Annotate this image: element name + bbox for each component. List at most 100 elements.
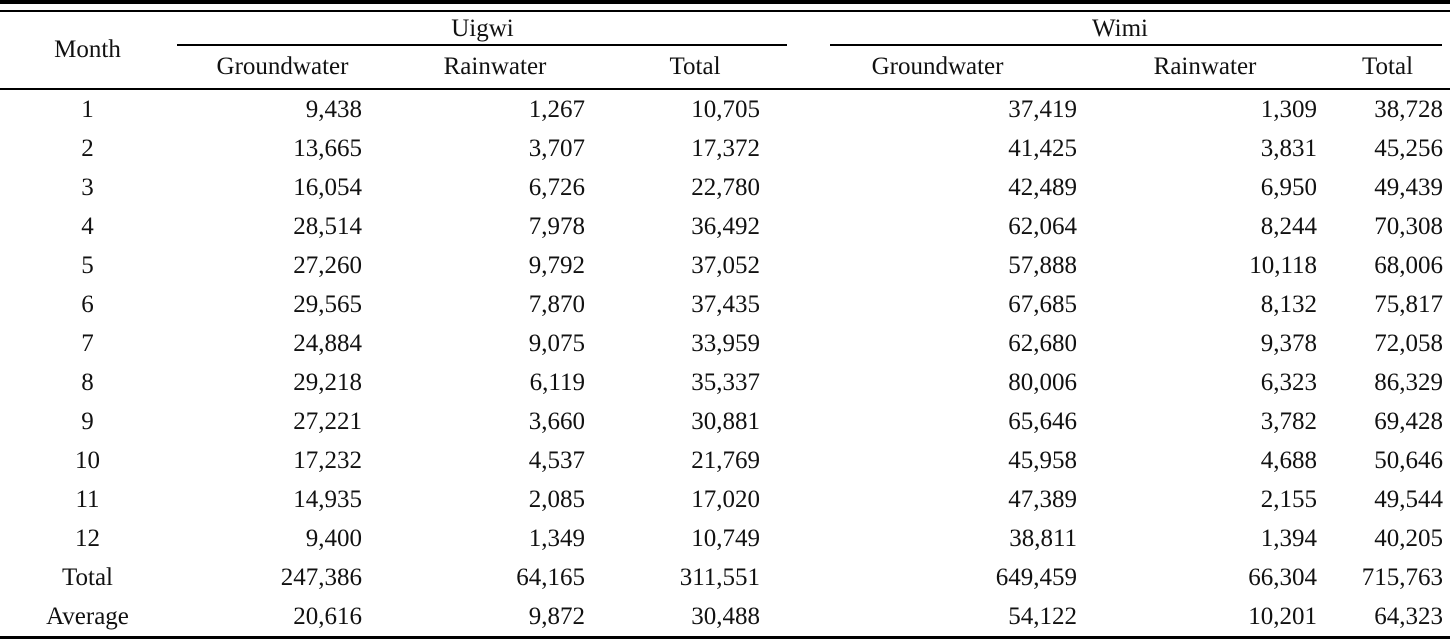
uigwi-rainwater-cell: 6,119 bbox=[529, 368, 585, 396]
wimi-group-label: Wimi bbox=[1092, 15, 1148, 42]
uigwi-groundwater-cell: 20,616 bbox=[293, 602, 362, 630]
uigwi-groundwater-cell: 29,218 bbox=[293, 368, 362, 396]
wimi-total-cell: 69,428 bbox=[1374, 407, 1444, 435]
month-cell: 2 bbox=[81, 134, 94, 162]
uigwi-total-header: Total bbox=[600, 46, 791, 90]
wimi-rainwater-cell: 2,155 bbox=[1260, 485, 1318, 513]
month-cell: 9 bbox=[81, 407, 94, 435]
uigwi-groundwater-cell: 17,232 bbox=[293, 446, 362, 474]
wimi-total-cell: 64,323 bbox=[1374, 602, 1444, 630]
wimi-rainwater-cell: 10,118 bbox=[1249, 251, 1318, 279]
uigwi-total-cell: 311,551 bbox=[679, 563, 761, 591]
wimi-total-header: Total bbox=[1325, 46, 1450, 90]
wimi-groundwater-cell: 62,064 bbox=[1008, 212, 1078, 240]
wimi-groundwater-cell: 38,811 bbox=[1009, 524, 1078, 552]
uigwi-groundwater-cell: 28,514 bbox=[293, 212, 362, 240]
wimi-rainwater-cell: 3,831 bbox=[1260, 134, 1318, 162]
wimi-groundwater-cell: 47,389 bbox=[1008, 485, 1078, 513]
wimi-rainwater-cell: 10,201 bbox=[1248, 602, 1318, 630]
uigwi-total-cell: 35,337 bbox=[691, 368, 761, 396]
wimi-rainwater-cell: 1,309 bbox=[1260, 95, 1318, 123]
uigwi-groundwater-cell: 27,221 bbox=[293, 407, 362, 435]
wimi-rainwater-cell: 1,394 bbox=[1260, 524, 1318, 552]
uigwi-groundwater-cell: 9,400 bbox=[305, 524, 362, 552]
month-cell: 8 bbox=[81, 368, 94, 396]
wimi-groundwater-cell: 37,419 bbox=[1008, 95, 1078, 123]
wimi-groundwater-cell: 57,888 bbox=[1008, 251, 1078, 279]
table-row: Average 20,616 9,872 30,488 54,122 10,20… bbox=[0, 597, 1450, 638]
table-top-rule-outer bbox=[0, 0, 1450, 4]
table-row: 2 13,665 3,707 17,372 41,425 3,831 45,25… bbox=[0, 129, 1450, 168]
wimi-rainwater-cell: 3,782 bbox=[1260, 407, 1318, 435]
wimi-total-cell: 50,646 bbox=[1374, 446, 1444, 474]
uigwi-total-cell: 30,881 bbox=[691, 407, 761, 435]
table-row: 4 28,514 7,978 36,492 62,064 8,244 70,30… bbox=[0, 207, 1450, 246]
table-row: 5 27,260 9,792 37,052 57,888 10,118 68,0… bbox=[0, 246, 1450, 285]
wimi-total-cell: 49,544 bbox=[1374, 485, 1444, 513]
wimi-total-cell: 70,308 bbox=[1374, 212, 1444, 240]
uigwi-group-header: Uigwi bbox=[175, 12, 790, 46]
table-row: 3 16,054 6,726 22,780 42,489 6,950 49,43… bbox=[0, 168, 1450, 207]
month-cell: 12 bbox=[75, 524, 100, 552]
uigwi-group-label: Uigwi bbox=[451, 15, 514, 42]
month-cell: 11 bbox=[75, 485, 100, 513]
uigwi-groundwater-cell: 27,260 bbox=[293, 251, 362, 279]
table-top-rule-inner bbox=[0, 10, 1450, 12]
wimi-total-cell: 72,058 bbox=[1374, 329, 1444, 357]
wimi-total-cell: 75,817 bbox=[1374, 290, 1444, 318]
wimi-total-cell: 45,256 bbox=[1374, 134, 1444, 162]
month-cell: 7 bbox=[81, 329, 94, 357]
month-cell: 4 bbox=[81, 212, 94, 240]
table-row: 1 9,438 1,267 10,705 37,419 1,309 38,728 bbox=[0, 89, 1450, 129]
uigwi-rainwater-header: Rainwater bbox=[390, 46, 600, 90]
wimi-rainwater-header: Rainwater bbox=[1085, 46, 1326, 90]
month-cell: Average bbox=[46, 602, 129, 630]
wimi-groundwater-cell: 42,489 bbox=[1008, 173, 1078, 201]
uigwi-rainwater-cell: 7,978 bbox=[528, 212, 585, 240]
month-cell: 10 bbox=[75, 446, 100, 474]
uigwi-group-underline bbox=[177, 44, 788, 46]
uigwi-rainwater-cell: 3,660 bbox=[528, 407, 585, 435]
uigwi-groundwater-cell: 14,935 bbox=[293, 485, 362, 513]
table-row: 7 24,884 9,075 33,959 62,680 9,378 72,05… bbox=[0, 324, 1450, 363]
uigwi-total-cell: 30,488 bbox=[691, 602, 761, 630]
month-cell: 3 bbox=[81, 173, 94, 201]
wimi-rainwater-cell: 8,244 bbox=[1260, 212, 1318, 240]
wimi-rainwater-cell: 6,950 bbox=[1260, 173, 1318, 201]
uigwi-total-cell: 33,959 bbox=[691, 329, 761, 357]
wimi-total-cell: 38,728 bbox=[1374, 95, 1444, 123]
uigwi-groundwater-cell: 29,565 bbox=[293, 290, 362, 318]
wimi-total-cell: 49,439 bbox=[1374, 173, 1444, 201]
uigwi-rainwater-cell: 3,707 bbox=[528, 134, 585, 162]
table-row: 12 9,400 1,349 10,749 38,811 1,394 40,20… bbox=[0, 519, 1450, 558]
wimi-total-cell: 40,205 bbox=[1374, 524, 1444, 552]
wimi-groundwater-cell: 65,646 bbox=[1008, 407, 1078, 435]
table-body: 1 9,438 1,267 10,705 37,419 1,309 38,728… bbox=[0, 89, 1450, 638]
uigwi-groundwater-header: Groundwater bbox=[175, 46, 390, 90]
wimi-rainwater-cell: 9,378 bbox=[1260, 329, 1318, 357]
wimi-groundwater-cell: 649,459 bbox=[995, 563, 1078, 591]
uigwi-groundwater-cell: 16,054 bbox=[293, 173, 362, 201]
wimi-group-underline bbox=[830, 44, 1443, 46]
table-row: 8 29,218 6,119 35,337 80,006 6,323 86,32… bbox=[0, 363, 1450, 402]
wimi-total-cell: 715,763 bbox=[1361, 563, 1444, 591]
wimi-groundwater-header: Groundwater bbox=[790, 46, 1086, 90]
uigwi-groundwater-cell: 13,665 bbox=[293, 134, 362, 162]
table-row: 10 17,232 4,537 21,769 45,958 4,688 50,6… bbox=[0, 441, 1450, 480]
uigwi-total-cell: 21,769 bbox=[691, 446, 761, 474]
wimi-rainwater-cell: 4,688 bbox=[1260, 446, 1318, 474]
wimi-groundwater-cell: 67,685 bbox=[1008, 290, 1078, 318]
uigwi-groundwater-cell: 247,386 bbox=[280, 563, 362, 591]
uigwi-rainwater-cell: 64,165 bbox=[516, 563, 585, 591]
wimi-groundwater-cell: 41,425 bbox=[1008, 134, 1078, 162]
uigwi-rainwater-cell: 2,085 bbox=[528, 485, 585, 513]
uigwi-total-cell: 17,372 bbox=[691, 134, 761, 162]
uigwi-rainwater-cell: 9,075 bbox=[528, 329, 585, 357]
wimi-total-cell: 86,329 bbox=[1374, 368, 1444, 396]
uigwi-rainwater-cell: 9,792 bbox=[528, 251, 585, 279]
wimi-rainwater-cell: 6,323 bbox=[1260, 368, 1318, 396]
month-cell: 6 bbox=[81, 290, 94, 318]
uigwi-rainwater-cell: 7,870 bbox=[528, 290, 585, 318]
monthly-water-table: Month Uigwi Wimi Groundwater Rainwater T… bbox=[0, 12, 1450, 639]
table-row: 9 27,221 3,660 30,881 65,646 3,782 69,42… bbox=[0, 402, 1450, 441]
